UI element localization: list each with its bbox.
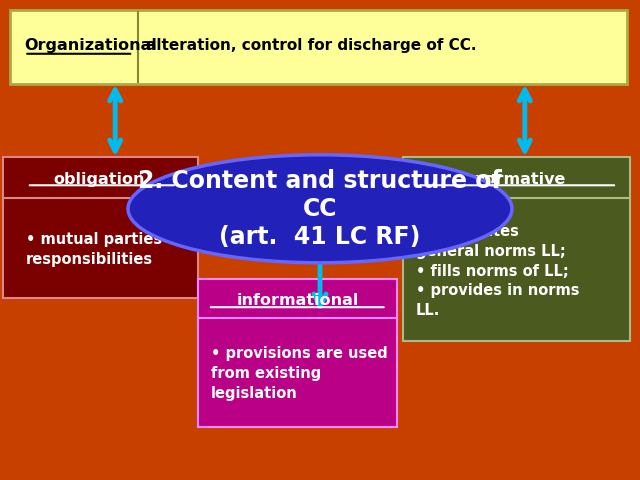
FancyBboxPatch shape (198, 279, 397, 322)
Text: • elaborates
general norms LL;
• fills norms of LL;
• provides in norms
LL.: • elaborates general norms LL; • fills n… (416, 224, 579, 318)
Text: 2. Content and structure of
CC
(art.  41 LC RF): 2. Content and structure of CC (art. 41 … (138, 169, 502, 249)
FancyBboxPatch shape (10, 10, 627, 84)
FancyBboxPatch shape (3, 198, 198, 298)
Text: • mutual parties’
responsibilities: • mutual parties’ responsibilities (26, 232, 167, 267)
Ellipse shape (128, 155, 512, 263)
Text: normative: normative (474, 171, 566, 187)
Text: Organizational: Organizational (24, 38, 157, 53)
FancyBboxPatch shape (403, 157, 630, 202)
Text: obligation: obligation (54, 171, 145, 187)
FancyBboxPatch shape (403, 198, 630, 341)
Text: informational: informational (236, 293, 359, 308)
FancyBboxPatch shape (198, 318, 397, 427)
Text: alteration, control for discharge of CC.: alteration, control for discharge of CC. (146, 38, 476, 53)
FancyBboxPatch shape (3, 157, 198, 202)
Text: • provisions are used
from existing
legislation: • provisions are used from existing legi… (211, 346, 388, 401)
